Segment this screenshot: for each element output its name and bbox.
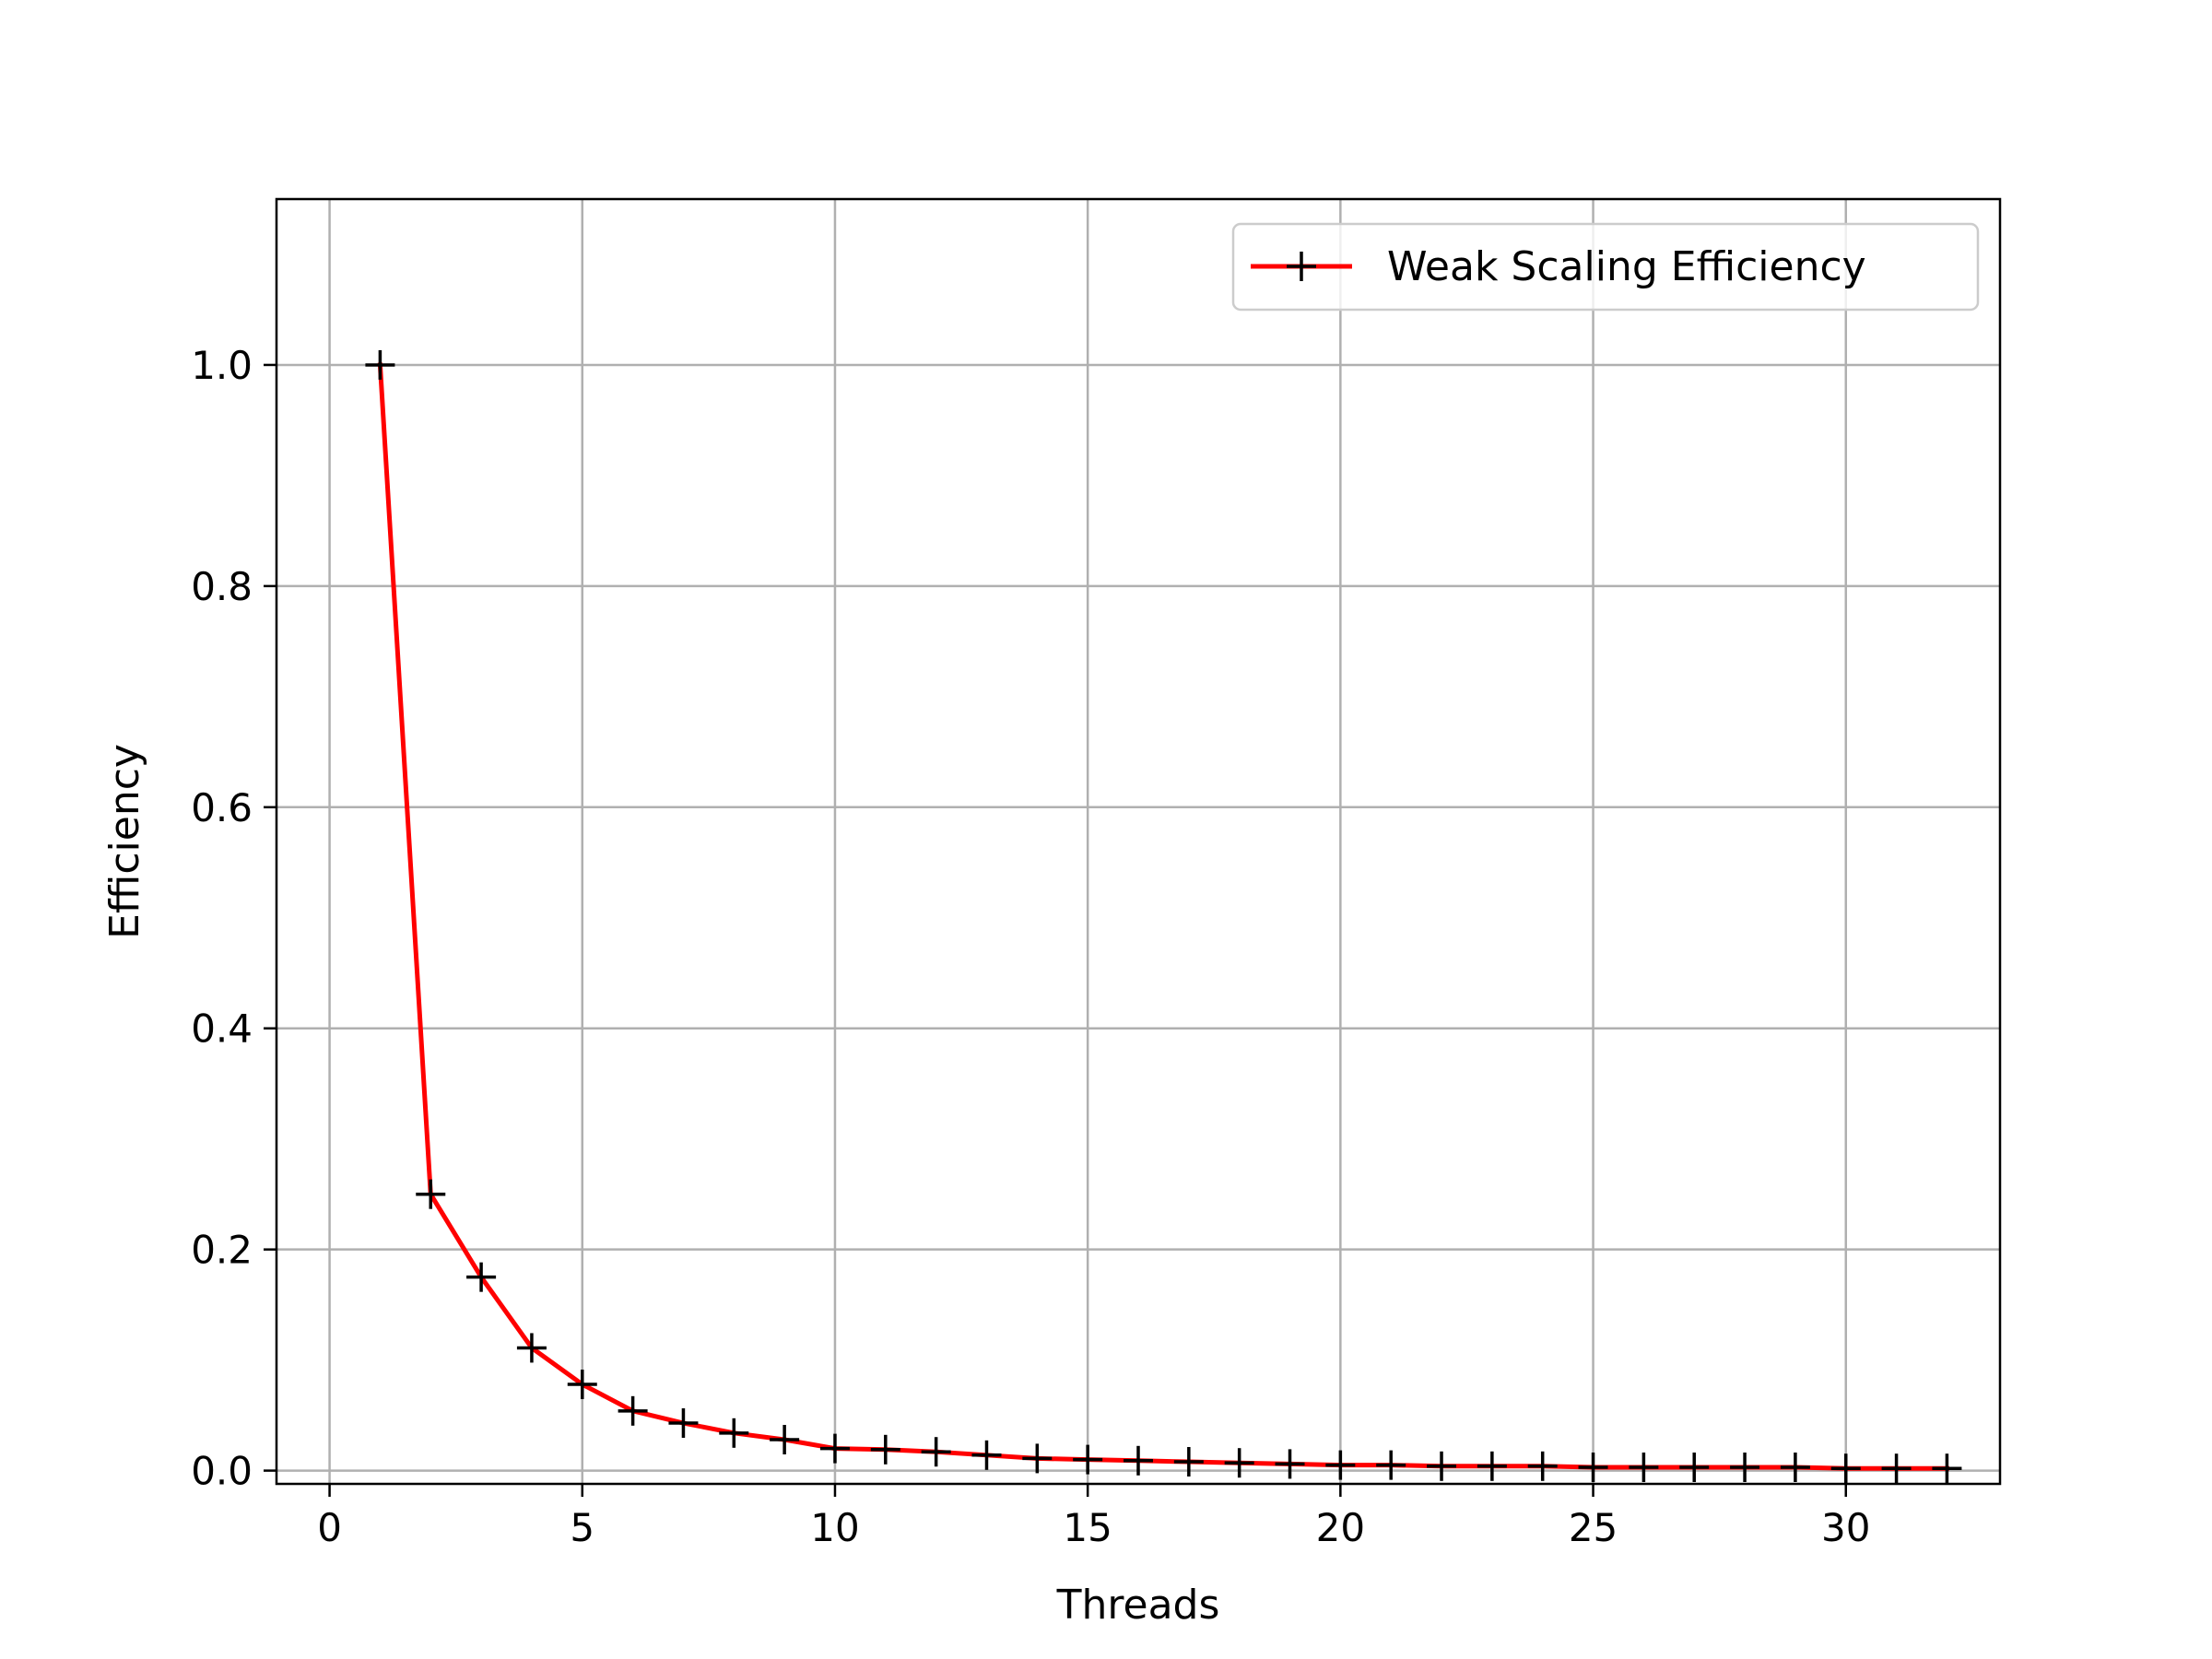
data-point-marker — [1780, 1453, 1810, 1483]
data-point-marker — [416, 1179, 446, 1209]
y-tick-label: 0.4 — [191, 1006, 253, 1052]
data-point-marker — [1376, 1450, 1406, 1480]
x-tick-label: 5 — [570, 1505, 594, 1550]
x-tick-label: 30 — [1821, 1505, 1870, 1550]
x-tick-label: 10 — [810, 1505, 859, 1550]
data-point-marker — [770, 1425, 800, 1455]
data-point-marker — [971, 1440, 1002, 1470]
data-point-marker — [1932, 1453, 1962, 1484]
data-point-marker — [1073, 1444, 1103, 1475]
data-point-marker — [567, 1370, 597, 1400]
series-layer — [365, 349, 1962, 1484]
data-point-marker — [1830, 1453, 1861, 1484]
y-tick-label: 0.0 — [191, 1449, 253, 1494]
data-point-marker — [921, 1437, 951, 1467]
x-tick-label: 25 — [1569, 1505, 1618, 1550]
data-point-marker — [1477, 1451, 1507, 1481]
legend: Weak Scaling Efficiency — [1231, 222, 1980, 312]
y-tick-label: 0.8 — [191, 564, 253, 609]
legend-plus-marker — [1287, 252, 1316, 281]
data-point-marker — [516, 1333, 547, 1363]
data-point-marker — [1022, 1443, 1053, 1474]
grid — [276, 199, 2000, 1484]
data-point-marker — [1325, 1450, 1356, 1480]
legend-label: Weak Scaling Efficiency — [1387, 243, 1866, 290]
data-point-marker — [1173, 1447, 1204, 1477]
y-tick-label: 0.2 — [191, 1228, 253, 1273]
data-point-marker — [668, 1408, 699, 1439]
data-point-marker — [1224, 1448, 1254, 1478]
x-tick-label: 0 — [317, 1505, 342, 1550]
data-point-marker — [1124, 1445, 1153, 1476]
data-point-marker — [1275, 1449, 1305, 1479]
data-point-marker — [1629, 1453, 1659, 1483]
data-point-marker — [1730, 1453, 1760, 1483]
plot-frame — [275, 197, 2002, 1486]
data-point-marker — [1578, 1453, 1608, 1483]
y-tick-label: 1.0 — [191, 343, 253, 388]
data-point-marker — [1527, 1451, 1558, 1481]
data-point-marker — [819, 1433, 850, 1464]
data-point-marker — [870, 1434, 900, 1465]
x-tick-label: 20 — [1316, 1505, 1365, 1550]
data-point-marker — [1881, 1453, 1912, 1484]
data-point-marker — [365, 349, 395, 380]
y-axis-label: Efficiency — [101, 744, 148, 939]
data-point-marker — [719, 1418, 749, 1448]
ticks: 0 5 10 15 20 25 30 0.0 0.2 0.4 0.6 0.8 1.0 — [191, 343, 1870, 1550]
data-point-marker — [466, 1262, 497, 1292]
data-point-marker — [1427, 1451, 1457, 1481]
legend-box — [1231, 222, 1980, 312]
y-tick-label: 0.6 — [191, 785, 253, 830]
x-axis-label: Threads — [1056, 1582, 1220, 1629]
data-point-marker — [618, 1395, 648, 1426]
data-point-marker — [1679, 1453, 1710, 1483]
x-tick-label: 15 — [1063, 1505, 1112, 1550]
